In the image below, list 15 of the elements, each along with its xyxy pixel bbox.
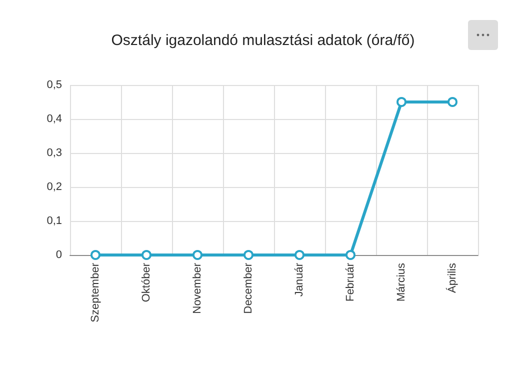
x-tick-label: Február [344, 262, 356, 302]
x-tick-label: Október [140, 262, 152, 302]
x-tick-label: Január [294, 262, 306, 297]
x-tick-label: Április [446, 262, 458, 293]
x-tick-label: November [192, 262, 204, 314]
x-tick-label: Március [396, 262, 408, 302]
x-tick-label: Szeptember [90, 262, 102, 322]
chart-title: Osztály igazolandó mulasztási adatok (óra/fő) [111, 32, 415, 49]
y-tick-label: 0,3 [46, 147, 62, 159]
y-tick-label: 0 [56, 249, 62, 261]
y-tick-label: 0,4 [46, 113, 62, 125]
y-tick-label: 0,1 [46, 215, 62, 227]
y-tick-label: 0,5 [46, 79, 62, 91]
y-tick-label: 0,2 [46, 181, 62, 193]
x-tick-label: December [242, 262, 254, 314]
